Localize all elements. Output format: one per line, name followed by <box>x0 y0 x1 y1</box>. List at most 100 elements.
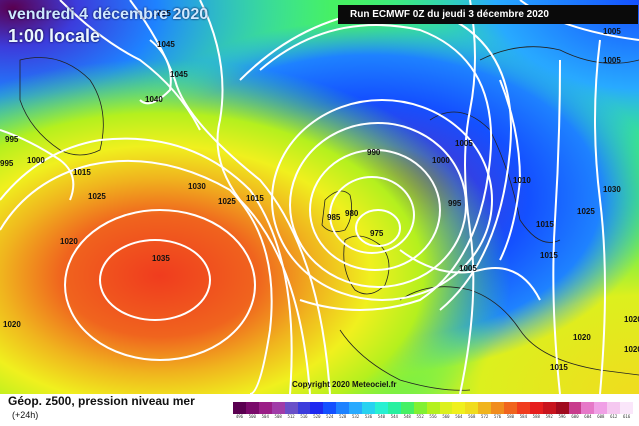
isobar-label: 975 <box>370 229 384 238</box>
scale-swatch <box>245 402 259 414</box>
legend-subtitle: (+24h) <box>12 410 39 420</box>
scale-tick: 504 <box>261 414 269 419</box>
scale-tick: 552 <box>416 414 424 419</box>
scale-tick: 508 <box>274 414 282 419</box>
scale-swatch <box>542 402 556 414</box>
scale-swatch <box>491 402 505 414</box>
copyright: Copyright 2020 Meteociel.fr <box>292 380 397 389</box>
isobar-label: 1035 <box>153 9 171 18</box>
scale-tick: 608 <box>597 414 605 419</box>
scale-tick: 604 <box>584 414 592 419</box>
scale-swatch <box>323 402 337 414</box>
isobar-label: 1020 <box>60 237 78 246</box>
isobar-label: 1040 <box>145 95 163 104</box>
isobar-label: 1015 <box>536 220 554 229</box>
scale-swatch <box>271 402 285 414</box>
scale-tick: 516 <box>300 414 308 419</box>
isobar-label: 990 <box>367 148 381 157</box>
isobar-label: 1015 <box>246 194 264 203</box>
isobar-label: 1035 <box>152 254 170 263</box>
scale-swatch <box>504 402 517 414</box>
scale-tick: 540 <box>377 414 386 419</box>
scale-tick: 580 <box>506 414 515 419</box>
scale-swatch <box>413 402 427 414</box>
scale-swatch <box>233 402 246 414</box>
isobar-label: 980 <box>345 209 359 218</box>
scale-tick: 568 <box>468 414 476 419</box>
isobar-label: 1020 <box>624 315 639 324</box>
scale-tick: 596 <box>558 414 566 419</box>
scale-tick: 592 <box>545 414 553 419</box>
scale-swatch <box>426 402 440 414</box>
isobar-label: 1045 <box>157 40 175 49</box>
scale-tick: 560 <box>442 414 450 419</box>
scale-swatch <box>284 402 298 414</box>
isobar-label: 1000 <box>432 156 450 165</box>
forecast-time: 1:00 locale <box>8 26 101 46</box>
legend-bar: Géop. z500, pression niveau mer (+24h) 4… <box>0 394 639 426</box>
scale-swatch <box>529 402 543 414</box>
scale-swatch <box>258 402 272 414</box>
scale-tick: 564 <box>455 414 463 419</box>
isobar-label: 1000 <box>27 156 45 165</box>
color-scale-ticks: 496 500 504 508 512 516 520 524 528 532 536 540 544 5… <box>233 414 633 422</box>
scale-tick: 500 <box>248 414 256 419</box>
isobar-label: 995 <box>0 159 14 168</box>
isobar-label: 1020 <box>573 333 591 342</box>
scale-swatch <box>387 402 401 414</box>
isobar-label: 1005 <box>603 27 621 36</box>
scale-tick: 600 <box>571 414 579 419</box>
scale-swatch <box>452 402 466 414</box>
isobar-label: 1030 <box>188 182 206 191</box>
isobar-label: 1025 <box>577 207 595 216</box>
scale-swatch <box>336 402 350 414</box>
scale-tick: 512 <box>287 414 295 419</box>
weather-map: 1045 1045 1035 1040 995 1000 995 1015 10… <box>0 0 639 394</box>
run-info: Run ECMWF 0Z du jeudi 3 décembre 2020 <box>338 5 638 24</box>
scale-tick: 588 <box>532 414 540 419</box>
isobar-label: 1045 <box>170 70 188 79</box>
scale-swatch <box>310 402 324 414</box>
scale-swatch <box>607 402 621 414</box>
scale-tick: 532 <box>351 414 360 419</box>
isobar-label: 1015 <box>550 363 568 372</box>
scale-swatch <box>555 402 569 414</box>
scale-tick: 612 <box>610 414 618 419</box>
isobar-label: 1020 <box>624 345 639 354</box>
scale-tick: 544 <box>390 414 398 419</box>
isobar-label: 1015 <box>73 168 91 177</box>
isobar-label: 985 <box>327 213 341 222</box>
isobar-label: 995 <box>448 199 462 208</box>
isobar-label: 1015 <box>540 251 558 260</box>
isobar-labels: 1045 1045 1035 1040 995 1000 995 1015 10… <box>0 9 639 372</box>
scale-tick: 548 <box>403 414 411 419</box>
isobar-label: 1025 <box>88 192 106 201</box>
isobar-label: 1010 <box>513 176 531 185</box>
scale-swatch <box>374 402 388 414</box>
isobar-label: 1025 <box>218 197 236 206</box>
scale-swatch <box>594 402 608 414</box>
scale-tick: 528 <box>339 414 347 419</box>
isobar-label: 1005 <box>459 264 477 273</box>
isobar-label: 1005 <box>603 56 621 65</box>
scale-tick: 536 <box>364 414 373 419</box>
scale-swatch <box>297 402 311 414</box>
scale-swatch <box>568 402 582 414</box>
scale-tick: 496 <box>235 414 244 419</box>
isobars <box>0 0 639 394</box>
color-scale <box>233 402 634 414</box>
isobar-label: 995 <box>5 135 19 144</box>
scale-tick: 520 <box>313 414 321 419</box>
isobar-label: 1020 <box>3 320 21 329</box>
scale-swatch <box>349 402 363 414</box>
scale-tick: 556 <box>429 414 437 419</box>
legend-title: Géop. z500, pression niveau mer <box>8 394 195 408</box>
scale-tick: 524 <box>326 414 334 419</box>
scale-swatch <box>439 402 453 414</box>
scale-swatch <box>400 402 414 414</box>
forecast-date: vendredi 4 décembre 2020 <box>8 6 209 23</box>
scale-tick: 576 <box>493 414 502 419</box>
scale-tick: 572 <box>481 414 489 419</box>
scale-swatch <box>478 402 492 414</box>
